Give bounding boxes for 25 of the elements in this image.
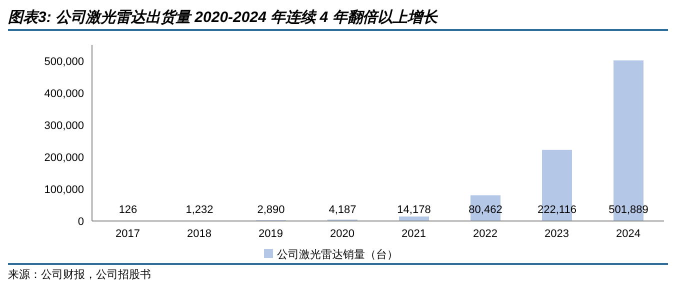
x-tick-label: 2017	[116, 228, 140, 240]
y-tick-label: 300,000	[44, 120, 84, 132]
data-label: 4,187	[328, 204, 356, 216]
y-tick-label: 100,000	[44, 184, 84, 196]
source-note: 来源：公司财报，公司招股书	[8, 268, 152, 282]
legend-label: 公司激光雷达销量（台）	[277, 249, 398, 261]
data-label: 126	[118, 204, 138, 216]
y-tick-label: 0	[78, 216, 84, 228]
x-tick-label: 2022	[473, 228, 498, 240]
x-tick-label: 2024	[616, 228, 640, 240]
x-tick-label: 2023	[544, 228, 569, 240]
data-label: 2,890	[257, 204, 285, 216]
x-tick-label: 2020	[330, 228, 354, 240]
y-tick-label: 400,000	[44, 88, 84, 100]
data-label: 80,462	[468, 204, 502, 216]
x-tick-label: 2018	[187, 228, 212, 240]
data-label: 501,889	[608, 204, 648, 216]
y-tick-label: 500,000	[44, 56, 84, 68]
x-tick-label: 2019	[258, 228, 283, 240]
x-tick-label: 2021	[402, 228, 426, 240]
data-label: 14,178	[397, 204, 431, 216]
data-label: 1,232	[186, 204, 214, 216]
chart-title: 图表3: 公司激光雷达出货量 2020-2024 年连续 4 年翻倍以上增长	[8, 8, 668, 31]
y-tick-label: 200,000	[44, 152, 84, 164]
data-label: 222,116	[538, 204, 576, 216]
